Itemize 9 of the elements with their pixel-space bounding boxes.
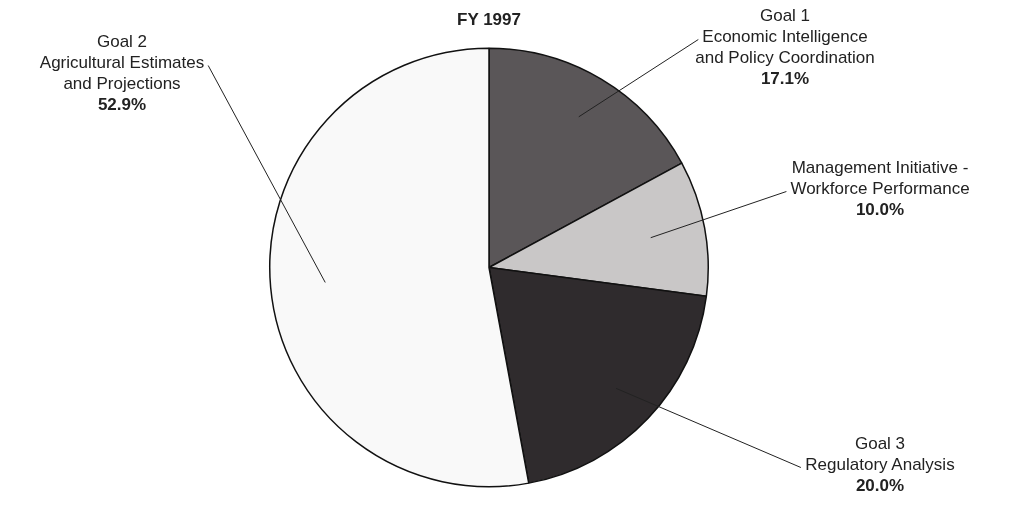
data-label: 10.0% <box>855 200 905 220</box>
slice-label: Management Initiative - Workforce Performance <box>790 158 970 199</box>
slice-label: Goal 3 Regulatory Analysis <box>805 434 955 475</box>
data-label: 20.0% <box>855 476 905 496</box>
data-label: 52.9% <box>97 95 147 115</box>
slice-label: Goal 1 Economic Intelligence and Policy Coordination <box>695 6 875 68</box>
data-label: 17.1% <box>760 69 810 89</box>
chart-title: FY 1997 <box>457 9 521 29</box>
slice-label: Goal 2 Agricultural Estimates and Projections <box>39 32 205 94</box>
